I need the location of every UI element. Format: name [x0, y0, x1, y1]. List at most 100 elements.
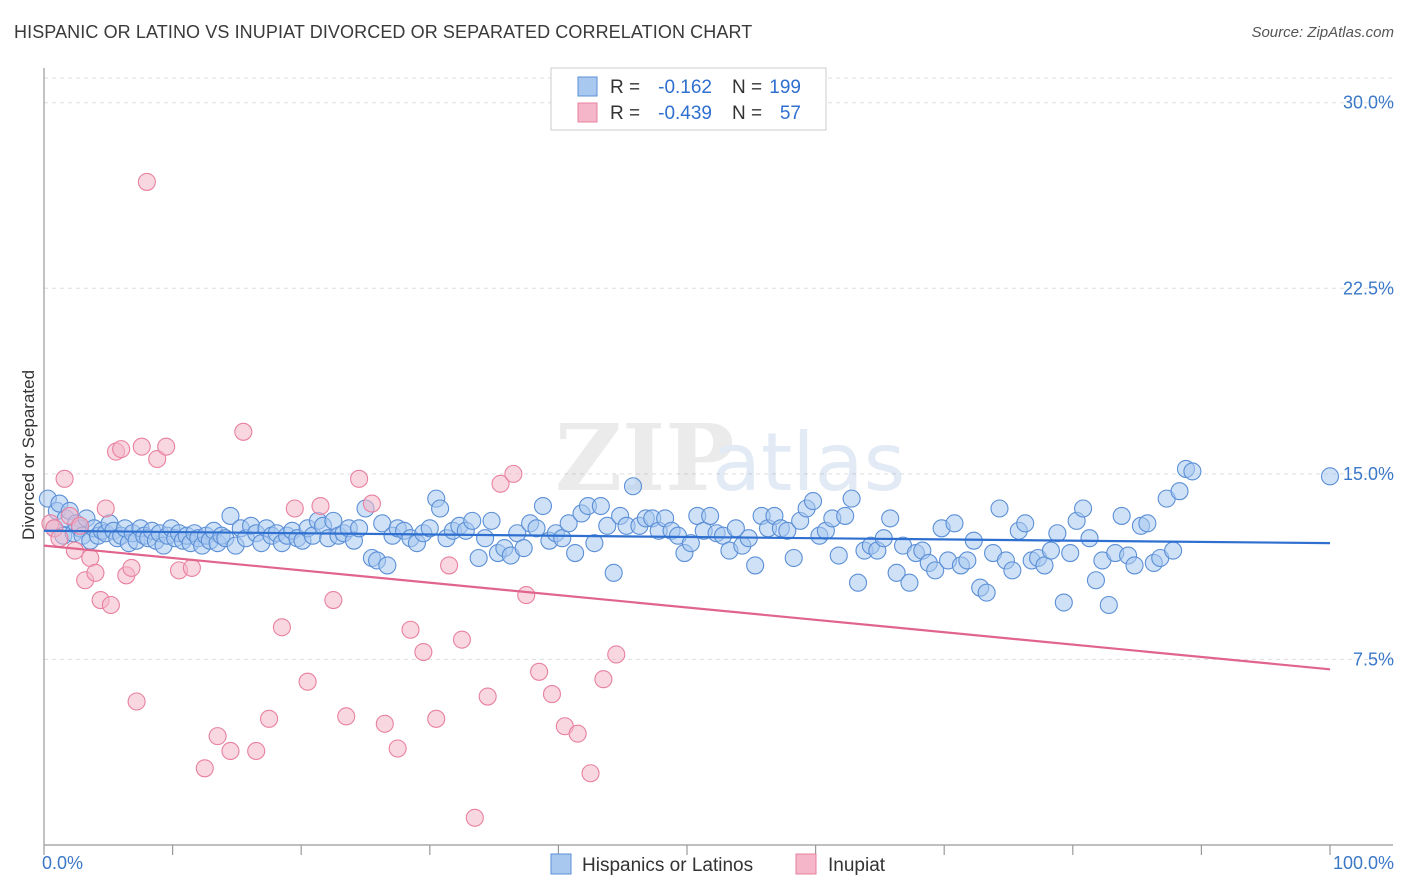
hispanics-point	[1041, 541, 1060, 560]
inupiat-point	[259, 709, 279, 728]
x-tick-label-min: 0.0%	[42, 853, 83, 873]
inupiat-point	[112, 440, 131, 459]
hispanics-point	[829, 546, 848, 565]
inupiat-point	[311, 496, 330, 516]
series-legend-label-hispanics: Hispanics or Latinos	[582, 855, 753, 876]
series-legend-label-inupiat: Inupiat	[828, 855, 886, 876]
inupiat-point	[148, 449, 167, 469]
y-tick-label: 22.5%	[1343, 278, 1394, 298]
trend-lines	[43, 529, 1331, 671]
inupiat-point	[195, 759, 214, 778]
hispanics-point	[1170, 482, 1189, 501]
inupiat-point	[607, 645, 626, 664]
hispanics-point	[533, 496, 553, 516]
hispanics-point	[482, 511, 501, 530]
hispanics-point	[1054, 593, 1073, 612]
hispanics-point	[469, 548, 488, 568]
inupiat-point	[350, 469, 369, 488]
hispanics-point	[476, 529, 495, 548]
series-legend-swatch-blue	[550, 853, 572, 875]
inupiat-point	[440, 556, 459, 575]
inupiat-point	[132, 437, 151, 456]
hispanics-point	[591, 496, 610, 516]
hispanics-point	[842, 489, 861, 508]
hispanics-point	[598, 516, 617, 535]
hispanics-point	[623, 477, 643, 496]
hispanics-point	[1183, 462, 1202, 481]
hispanics-point	[848, 573, 868, 592]
y-tick-labels: 7.5% 15.0% 22.5% 30.0%	[1343, 93, 1394, 670]
inupiat-point	[208, 727, 227, 746]
hispanics-point	[1125, 556, 1144, 575]
legend-n-label-blue: N =	[732, 77, 762, 98]
legend-swatch-blue	[577, 76, 598, 97]
hispanics-point	[803, 492, 823, 511]
hispanics-point	[585, 534, 604, 553]
hispanics-point	[566, 543, 585, 563]
hispanics-point	[900, 573, 919, 592]
inupiat-point	[272, 618, 291, 637]
inupiat-point	[298, 672, 317, 691]
correlation-legend: R = -0.162 N = 199 R = -0.439 N = 57	[550, 67, 827, 131]
hispanics-point	[1003, 561, 1022, 580]
hispanics-point	[378, 556, 397, 575]
hispanics-point	[1138, 514, 1157, 533]
hispanics-point	[1086, 571, 1105, 590]
y-tick-label: 15.0%	[1343, 464, 1394, 484]
hispanics-point	[1164, 541, 1183, 560]
inupiat-point	[324, 591, 343, 610]
hispanics-point	[887, 563, 906, 582]
inupiat-point	[517, 586, 536, 605]
hispanics-point	[746, 556, 765, 575]
hispanics-trend-line	[43, 529, 1331, 545]
inupiat-point	[375, 714, 394, 733]
inupiat-point	[247, 741, 266, 761]
hispanics-point	[977, 583, 996, 602]
hispanics-point	[431, 499, 450, 518]
inupiat-point	[401, 620, 420, 639]
inupiat-point	[504, 464, 523, 483]
hispanics-point	[1080, 529, 1099, 548]
inupiat-point	[221, 741, 240, 761]
hispanics-point	[1016, 514, 1035, 533]
inupiat-point	[478, 687, 497, 706]
inupiat-point	[594, 670, 613, 689]
hispanics-point	[881, 509, 900, 528]
hispanics-point	[604, 563, 623, 582]
inupiat-point	[234, 422, 253, 441]
inupiat-point	[388, 739, 407, 758]
hispanics-point	[990, 499, 1009, 518]
y-tick-label: 30.0%	[1343, 93, 1394, 113]
hispanics-point	[945, 514, 964, 533]
inupiat-trend-line	[43, 544, 1331, 671]
gridlines	[44, 77, 1393, 660]
inupiat-point	[157, 437, 176, 456]
hispanics-point	[778, 521, 797, 540]
series-legend: Hispanics or Latinos Inupiat	[550, 853, 886, 876]
source-label: Source: ZipAtlas.com	[1251, 24, 1394, 41]
hispanics-point	[420, 519, 439, 538]
hispanics-point	[559, 514, 578, 533]
inupiat-point	[50, 529, 69, 548]
legend-r-value-blue: -0.162	[658, 77, 712, 98]
inupiat-point	[452, 630, 472, 649]
inupiat-point	[530, 662, 549, 681]
hispanics-point	[836, 506, 855, 525]
inupiat-point	[101, 595, 120, 615]
inupiat-point	[337, 707, 356, 726]
hispanics-point	[681, 534, 700, 553]
inupiat-point	[427, 709, 446, 728]
inupiat-point	[568, 724, 587, 743]
y-axis-label: Divorced or Separated	[19, 370, 38, 540]
legend-r-value-pink: -0.439	[658, 103, 712, 124]
inupiat-point	[122, 558, 141, 577]
inupiat-point	[362, 494, 381, 513]
series-legend-swatch-pink	[795, 853, 817, 875]
x-tick-label-max: 100.0%	[1333, 853, 1394, 873]
x-tick-marks	[43, 845, 1331, 855]
hispanics-point	[221, 506, 240, 525]
legend-n-value-blue: 199	[769, 77, 801, 98]
hispanics-point	[784, 548, 803, 568]
legend-r-label-blue: R =	[610, 77, 640, 98]
